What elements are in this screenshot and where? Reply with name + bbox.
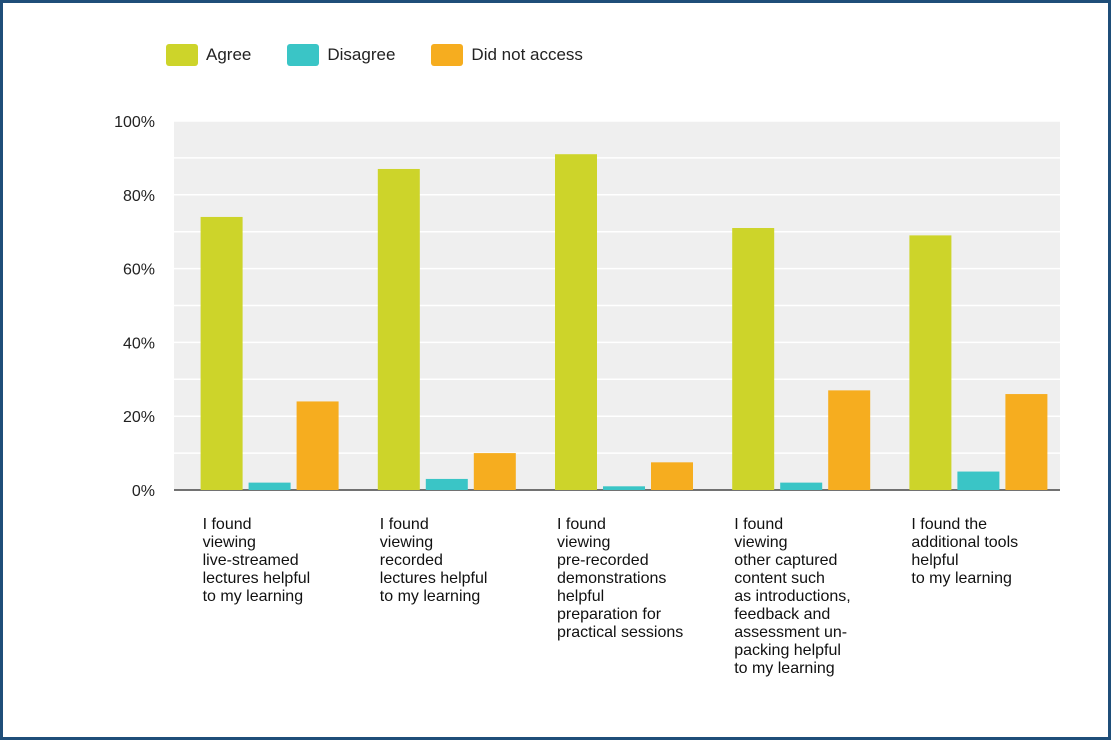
x-category-label: I found viewing other captured content such… xyxy=(734,516,851,677)
bar xyxy=(603,486,645,490)
x-category-label-line: helpful xyxy=(911,552,958,569)
x-category-label-line: I found xyxy=(734,516,783,533)
y-tick-label: 0% xyxy=(132,483,155,500)
x-category-label-line: I found xyxy=(557,516,606,533)
y-tick-label: 60% xyxy=(123,262,155,279)
x-category-label-line: I found the xyxy=(911,516,987,533)
x-category-label-line: lectures helpful xyxy=(203,570,311,587)
legend-item-did-not-access: Did not access xyxy=(431,44,583,66)
x-category-label-line: demonstrations xyxy=(557,570,666,587)
x-category-label-line: pre-recorded xyxy=(557,552,649,569)
x-category-label: I found viewing live-streamed lectures help… xyxy=(203,516,311,605)
legend-item-disagree: Disagree xyxy=(287,44,395,66)
legend-item-agree: Agree xyxy=(166,44,251,66)
x-category-label-line: feedback and xyxy=(734,606,830,623)
y-tick-label: 40% xyxy=(123,335,155,352)
x-category-label-line: I found xyxy=(380,516,429,533)
x-category-label-line: viewing xyxy=(557,534,610,551)
x-category-label-line: additional tools xyxy=(911,534,1018,551)
x-category-label-line: live-streamed xyxy=(203,552,299,569)
x-category-label: I found the additional tools helpful to my … xyxy=(911,516,1018,587)
x-category-label-line: to my learning xyxy=(203,588,304,605)
x-category-label-line: to my learning xyxy=(911,570,1012,587)
x-category-label-line: as introductions, xyxy=(734,588,851,605)
x-category-label-line: preparation for xyxy=(557,606,662,623)
legend: Agree Disagree Did not access xyxy=(166,44,619,66)
bar xyxy=(200,216,243,490)
y-tick-label: 80% xyxy=(123,188,155,205)
x-category-label-line: viewing xyxy=(734,534,787,551)
x-category-label-line: assessment un- xyxy=(734,624,847,641)
x-category-label-line: packing helpful xyxy=(734,642,841,659)
bar xyxy=(555,154,597,490)
bar xyxy=(473,453,516,490)
legend-swatch-disagree xyxy=(287,44,320,66)
bar xyxy=(780,482,823,490)
x-category-label-line: helpful xyxy=(557,588,604,605)
bar xyxy=(1005,394,1048,490)
bar xyxy=(296,401,339,490)
x-category-label-line: viewing xyxy=(380,534,433,551)
x-category-label-line: to my learning xyxy=(380,588,481,605)
x-category-label: I found viewing pre-recorded demonstrations… xyxy=(557,516,683,641)
x-category-label-line: to my learning xyxy=(734,660,835,677)
x-category-label-line: viewing xyxy=(203,534,256,551)
bar xyxy=(248,482,291,490)
x-category-label-line: practical sessions xyxy=(557,624,683,641)
legend-label-did-not-access: Did not access xyxy=(471,45,583,64)
legend-swatch-did-not-access xyxy=(431,44,464,66)
x-category-label: I found viewing recorded lectures helpful to… xyxy=(380,516,488,605)
y-tick-label: 100% xyxy=(114,114,155,131)
x-category-label-line: lectures helpful xyxy=(380,570,488,587)
bar xyxy=(828,390,871,490)
bar xyxy=(957,471,1000,490)
bar xyxy=(732,228,775,490)
x-category-label-line: content such xyxy=(734,570,825,587)
bar xyxy=(651,462,693,490)
x-category-label-line: recorded xyxy=(380,552,443,569)
legend-label-agree: Agree xyxy=(206,45,252,64)
bar xyxy=(425,478,468,490)
x-category-label-line: I found xyxy=(203,516,252,533)
legend-label-disagree: Disagree xyxy=(327,45,396,64)
bar xyxy=(377,168,420,490)
legend-swatch-agree xyxy=(166,44,198,66)
bar xyxy=(909,235,952,490)
x-category-label-line: other captured xyxy=(734,552,837,569)
y-tick-label: 20% xyxy=(123,409,155,426)
